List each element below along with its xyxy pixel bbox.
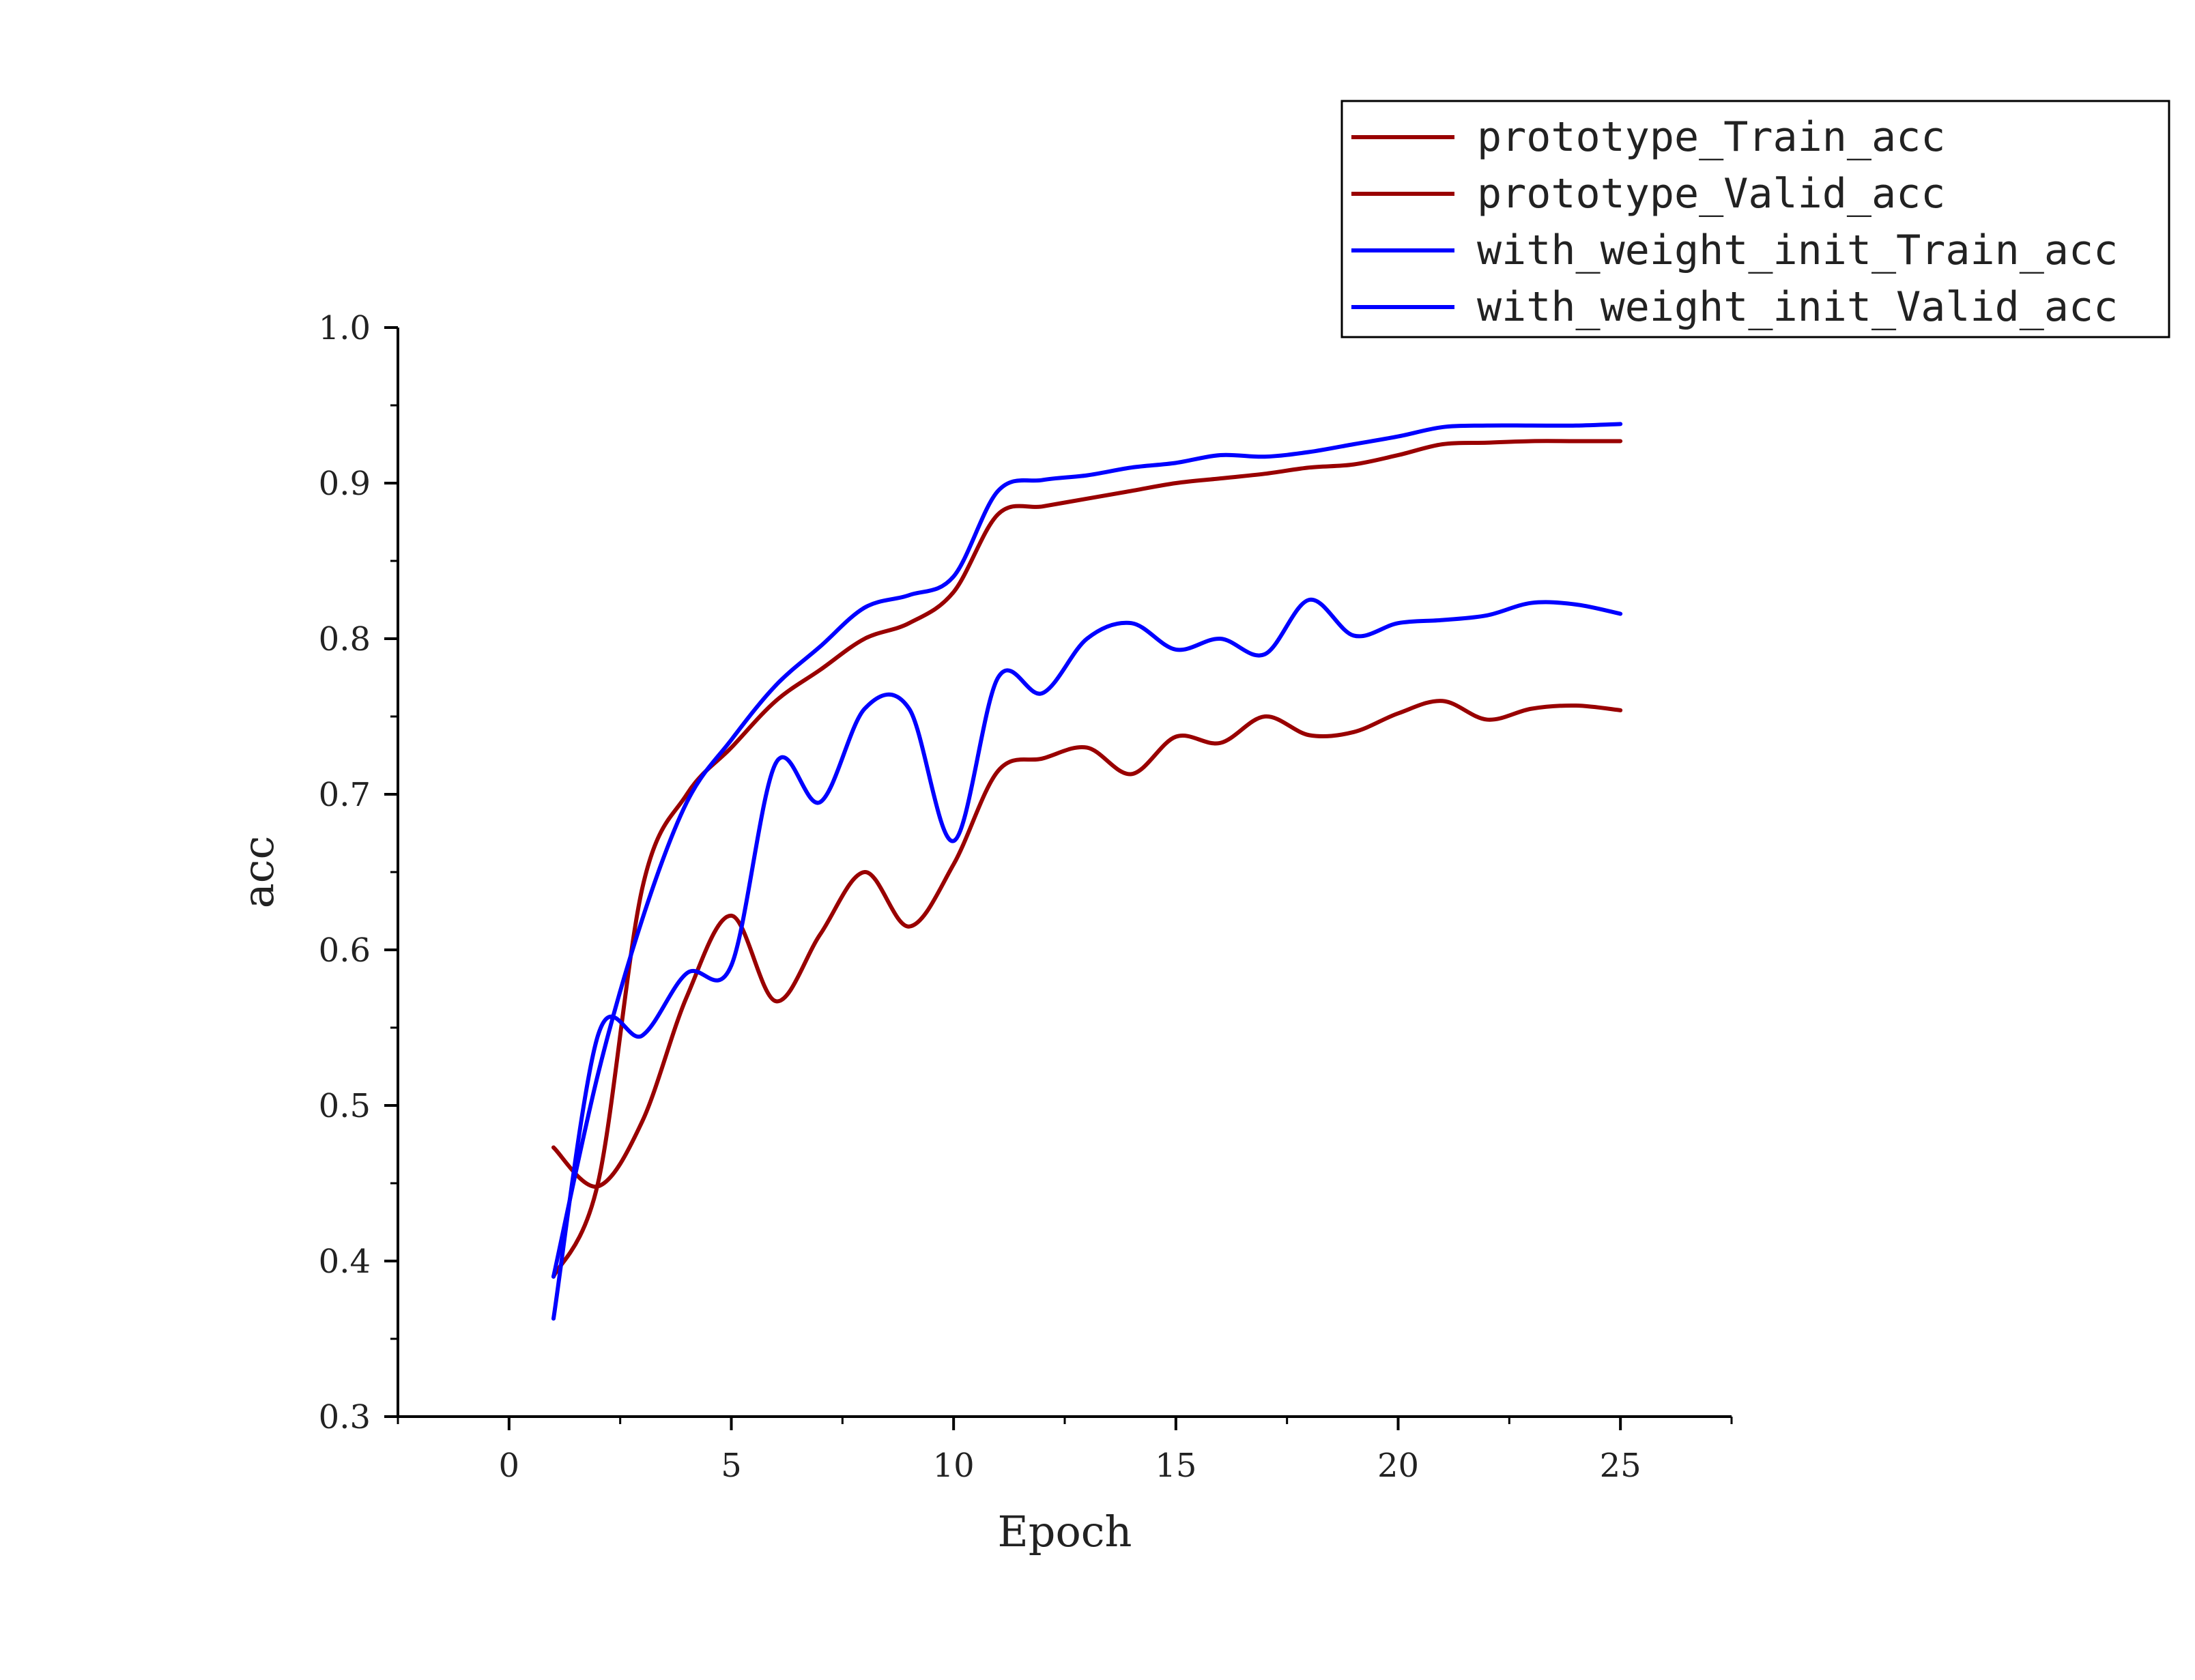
series-line-prototype_Valid_acc — [551, 699, 1623, 1189]
series-line-with_weight_init_Train_acc — [551, 422, 1623, 1279]
y-tick-label: 0.5 — [319, 1087, 371, 1125]
y-tick-label: 0.9 — [319, 465, 371, 503]
y-tick-label: 0.8 — [319, 620, 371, 658]
x-tick-label: 0 — [499, 1447, 520, 1485]
y-tick-label: 0.7 — [319, 776, 371, 814]
legend: prototype_Train_acc prototype_Valid_accwi… — [1340, 100, 2170, 338]
x-tick-label: 10 — [933, 1447, 975, 1485]
series-line-with_weight_init_Valid_acc — [551, 597, 1623, 1321]
y-tick-label: 0.3 — [319, 1398, 371, 1436]
y-tick-label: 0.6 — [319, 931, 371, 970]
x-tick-label: 20 — [1377, 1447, 1419, 1485]
chart-axes — [397, 328, 1732, 1418]
y-tick-label: 1.0 — [319, 309, 371, 347]
legend-label: prototype_Valid_acc — [1477, 170, 1945, 218]
x-axis-title: Epoch — [998, 1507, 1132, 1556]
x-tick-label: 5 — [721, 1447, 742, 1485]
chart-series-lines — [551, 422, 1623, 1321]
legend-box — [1340, 100, 2170, 338]
legend-label: with_weight_init_Train_acc — [1477, 227, 2118, 274]
chart-ticks: 0.3 0.4 0.5 0.6 0.7 0.8 0.9 1.0 0 5 10 15 20 25 — [319, 309, 1733, 1485]
series-line-prototype_Train_acc — [551, 439, 1623, 1279]
y-tick-label: 0.4 — [319, 1243, 371, 1281]
legend-label: with_weight_init_Valid_acc — [1477, 283, 2118, 331]
legend-label: prototype_Train_acc — [1477, 113, 1945, 161]
x-tick-label: 25 — [1600, 1447, 1641, 1485]
x-tick-label: 15 — [1155, 1447, 1196, 1485]
y-axis-title: acc — [233, 836, 283, 908]
